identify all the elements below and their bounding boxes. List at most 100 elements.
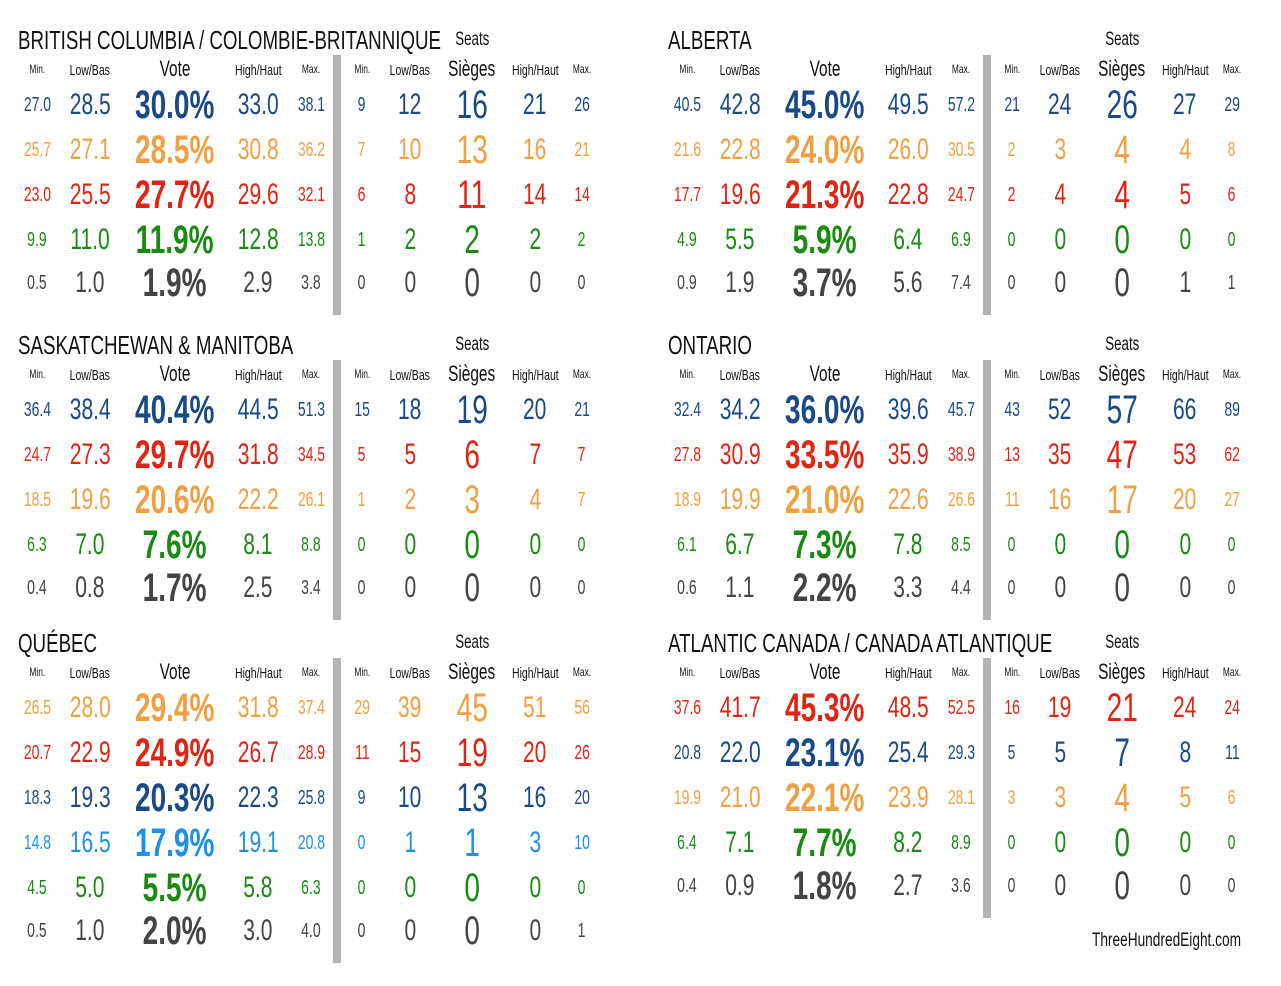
ndp-seats: 45 [456,686,488,730]
oth-seats-low: 0 [404,266,416,299]
oth-seats-low: 0 [1054,571,1066,604]
oth-seats-high: 0 [1179,869,1191,902]
column-header-low: Low/Bas [719,665,761,682]
lpc-seats-low: 35 [1048,438,1072,471]
column-header-high: High/Haut [884,62,932,79]
column-header-max: Max. [951,62,971,76]
ndp-seats-low: 39 [398,691,422,724]
cpc-high: 44.5 [237,393,279,426]
column-header-vote: Vote [159,361,191,386]
gpc-seats-max: 2 [578,229,586,251]
lpc-seats-high: 7 [529,438,541,471]
gpc-seats: 0 [1114,821,1130,865]
oth-seats-low: 0 [404,914,416,947]
ndp-seats-high: 5 [1179,781,1191,814]
lpc-low: 25.5 [69,178,111,211]
ndp-seats-min: 11 [1004,489,1020,511]
ndp-vote: 20.6% [135,478,215,522]
column-header-seats: Sièges [1098,659,1146,684]
gpc-seats-low: 2 [404,223,416,256]
oth-max: 4.0 [301,920,321,942]
seats-header: Seats [454,632,490,653]
column-header-seats-low: Low/Bas [1039,62,1081,79]
gpc-max: 8.8 [301,534,321,556]
oth-seats: 0 [464,261,480,305]
cpc-seats-high: 16 [523,781,547,814]
gpc-max: 13.8 [297,229,325,251]
ndp-high: 31.8 [237,691,279,724]
gpc-seats-low: 0 [1054,223,1066,256]
oth-seats: 0 [1114,864,1130,908]
cpc-seats: 16 [456,83,488,127]
ndp-high: 30.8 [237,133,279,166]
ndp-seats-high: 20 [1173,483,1197,516]
ndp-seats: 13 [456,128,488,172]
oth-seats-low: 0 [404,571,416,604]
lpc-min: 23.0 [23,184,51,206]
gpc-low: 11.0 [70,223,110,256]
oth-high: 5.6 [893,266,923,299]
cpc-seats-low: 5 [1054,736,1066,769]
cpc-seats: 13 [456,776,488,820]
cpc-vote: 30.0% [135,83,215,127]
cpc-low: 34.2 [719,393,761,426]
oth-seats-max: 1 [1228,272,1236,294]
cpc-seats-max: 89 [1224,399,1240,421]
bq-seats-high: 3 [529,826,541,859]
cpc-max: 38.1 [297,94,325,116]
ndp-low: 27.1 [69,133,111,166]
gpc-seats-high: 0 [529,871,541,904]
oth-max: 3.4 [301,577,321,599]
lpc-high: 29.6 [237,178,279,211]
lpc-seats-min: 6 [358,184,366,206]
lpc-min: 24.7 [23,444,51,466]
ndp-seats: 4 [1114,776,1130,820]
cpc-seats-max: 29 [1224,94,1240,116]
divider [983,360,991,620]
column-header-seats-low: Low/Bas [389,665,431,682]
gpc-seats-max: 0 [578,877,586,899]
cpc-seats-low: 10 [398,781,422,814]
region-1: ALBERTA Seats Min. Low/Bas Vote High/Haut Max.… [650,25,1270,345]
divider [983,658,991,918]
cpc-seats-min: 15 [354,399,370,421]
region-2: SASKATCHEWAN & MANITOBA Seats Min. Low/Bas V… [0,330,620,650]
lpc-low: 41.7 [719,691,761,724]
ndp-seats-low: 16 [1048,483,1072,516]
oth-max: 7.4 [951,272,971,294]
oth-seats-high: 0 [529,914,541,947]
oth-seats: 0 [464,566,480,610]
lpc-max: 38.9 [947,444,975,466]
oth-low: 1.0 [75,266,105,299]
oth-vote: 1.9% [143,261,207,305]
seats-header: Seats [1104,334,1140,355]
gpc-low: 7.0 [75,528,105,561]
column-header-vote: Vote [809,56,841,81]
column-header-max: Max. [951,665,971,679]
oth-vote: 2.0% [143,909,207,953]
column-header-max: Max. [301,665,321,679]
column-header-max: Max. [301,367,321,381]
region-0: BRITISH COLUMBIA / COLOMBIE-BRITANNIQUE S… [0,25,620,345]
column-header-min: Min. [29,367,45,381]
oth-min: 0.6 [677,577,697,599]
column-header-seats-high: High/Haut [1161,62,1209,79]
lpc-seats-low: 8 [404,178,416,211]
bq-high: 19.1 [237,826,279,859]
column-header-high: High/Haut [234,665,282,682]
column-header-high: High/Haut [234,367,282,384]
lpc-min: 37.6 [673,697,701,719]
ndp-seats-max: 21 [574,139,590,161]
cpc-vote: 45.0% [785,83,865,127]
column-header-seats-max: Max. [572,62,592,76]
cpc-min: 40.5 [673,94,701,116]
gpc-seats: 0 [464,866,480,910]
seats-header: Seats [454,29,490,50]
oth-seats-min: 0 [358,272,366,294]
gpc-seats-min: 0 [358,877,366,899]
oth-seats-low: 0 [1054,266,1066,299]
ndp-min: 21.6 [673,139,701,161]
oth-low: 0.8 [75,571,105,604]
oth-vote: 2.2% [793,566,857,610]
bq-vote: 17.9% [135,821,215,865]
